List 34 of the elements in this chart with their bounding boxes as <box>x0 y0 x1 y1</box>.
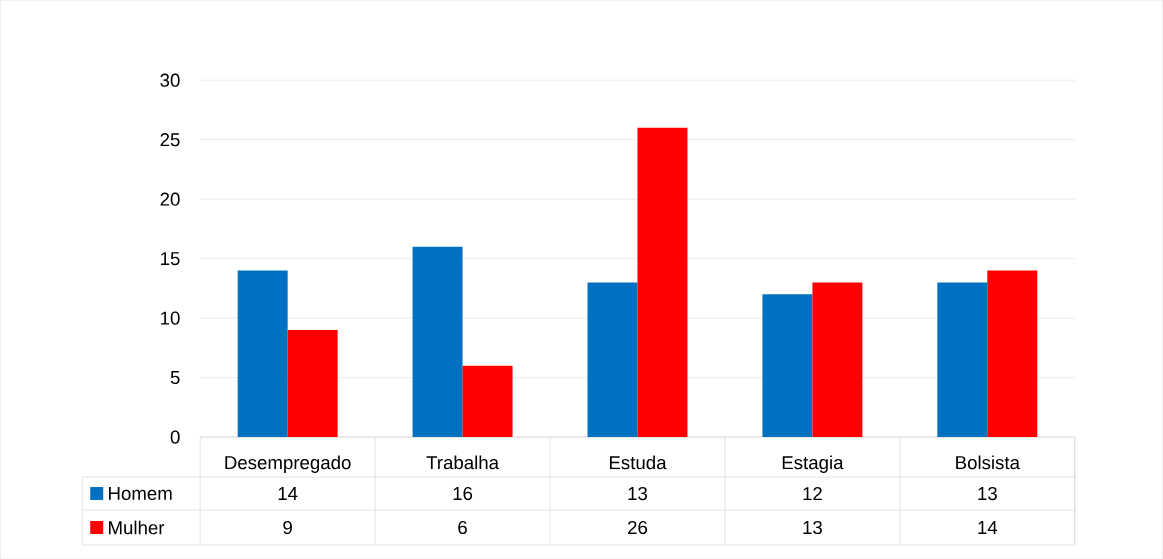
data-label: 14 <box>978 520 998 534</box>
x-tick-label: Bolsista <box>956 455 1020 470</box>
x-tick-label: Desempregado <box>225 455 351 473</box>
bar <box>462 365 513 437</box>
bar <box>637 127 688 437</box>
data-label: 13 <box>628 486 648 501</box>
y-tick-label: 0 <box>170 430 180 444</box>
bar <box>587 282 638 437</box>
bar <box>287 329 338 437</box>
data-label: 6 <box>458 520 467 534</box>
y-tick-label: 5 <box>170 370 180 384</box>
x-tick-label: Estuda <box>609 455 667 470</box>
data-label: 13 <box>803 520 822 534</box>
bar <box>812 282 863 437</box>
x-tick-label: Estagia <box>782 455 844 473</box>
y-tick-label: 30 <box>160 73 180 87</box>
y-tick-label: 10 <box>161 311 180 325</box>
bar <box>937 282 988 437</box>
x-tick-label: Trabalha <box>426 455 500 470</box>
bar <box>987 270 1038 437</box>
bar <box>237 270 288 437</box>
bar <box>762 294 813 437</box>
bar <box>412 246 463 437</box>
y-tick-label: 20 <box>160 192 180 206</box>
data-label: 12 <box>803 486 822 500</box>
legend-label: Mulher <box>109 520 165 535</box>
legend-label: Homem <box>109 486 172 500</box>
y-tick-label: 15 <box>161 252 180 266</box>
data-label: 26 <box>628 520 648 534</box>
data-label: 13 <box>978 486 997 501</box>
data-label: 16 <box>453 486 473 501</box>
y-tick-label: 25 <box>160 132 180 147</box>
data-label: 9 <box>283 520 292 534</box>
data-label: 14 <box>278 486 298 500</box>
